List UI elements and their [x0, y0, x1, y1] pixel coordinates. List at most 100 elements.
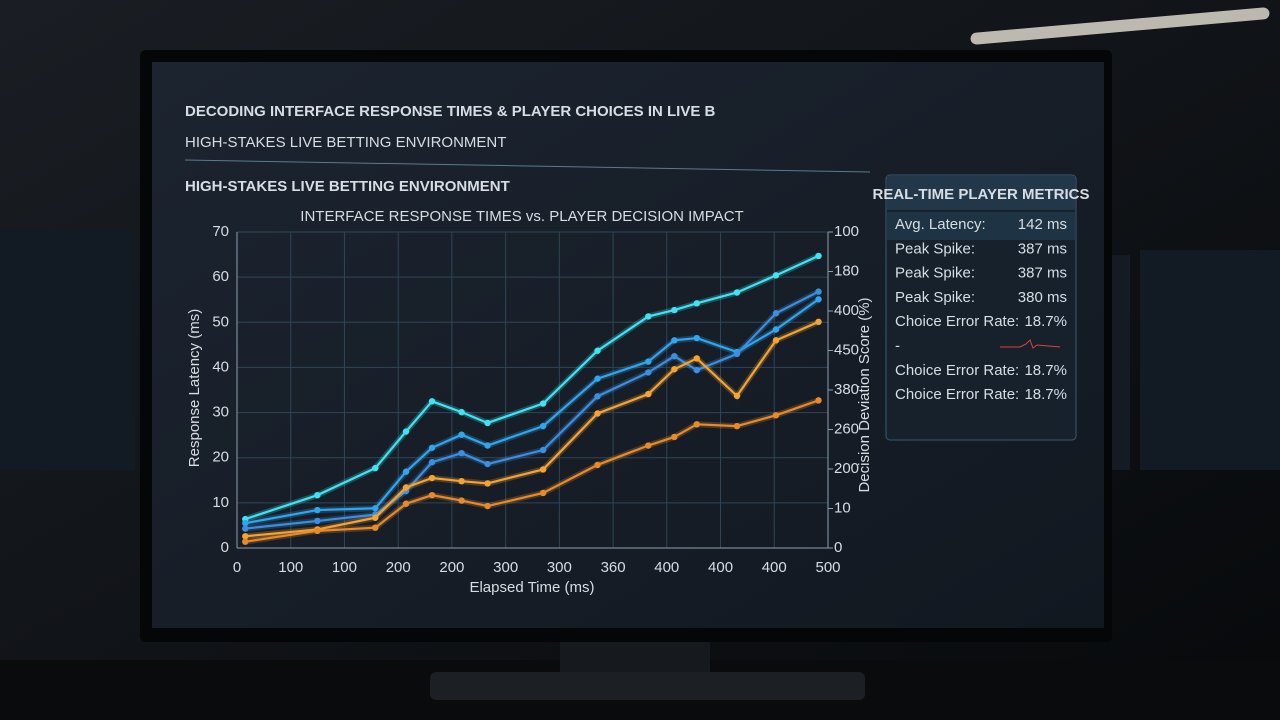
side-monitor	[1110, 255, 1130, 470]
data-point	[539, 422, 547, 430]
data-point	[242, 533, 249, 540]
data-point	[372, 505, 379, 512]
chart-title: INTERFACE RESPONSE TIMES vs. PLAYER DECI…	[300, 208, 743, 225]
data-point	[484, 460, 491, 468]
data-point	[671, 366, 678, 373]
x-tick-label: 300	[493, 559, 518, 576]
data-point	[772, 326, 780, 333]
data-point	[671, 306, 678, 314]
y-tick-label: 10	[212, 494, 229, 511]
x-axis-label: Elapsed Time (ms)	[469, 579, 594, 596]
data-point	[693, 300, 700, 307]
x-tick-label: 400	[708, 559, 733, 576]
y2-axis-label: Decision Deviation Score (%)	[856, 297, 873, 492]
data-point	[671, 337, 678, 344]
x-tick-label: 100	[278, 559, 303, 576]
y-tick-label: 60	[212, 268, 229, 285]
x-tick-label: 300	[547, 559, 572, 576]
metric-label: Choice Error Rate:	[895, 313, 1019, 330]
data-point	[458, 477, 465, 485]
metrics-panel	[885, 174, 1077, 441]
data-point	[484, 419, 491, 427]
x-tick-label: 100	[332, 559, 357, 576]
data-point	[693, 421, 700, 428]
data-point	[772, 412, 780, 419]
data-point	[372, 524, 379, 531]
y-axis-label: Response Latency (ms)	[186, 309, 203, 467]
x-tick-label: 500	[815, 559, 840, 576]
data-point	[693, 334, 700, 342]
data-point	[484, 442, 491, 449]
data-point	[428, 491, 436, 499]
divider	[184, 159, 871, 173]
data-point	[772, 272, 780, 279]
data-point	[539, 489, 547, 497]
metric-value: 387 ms	[1018, 265, 1067, 282]
data-point	[815, 252, 822, 260]
data-point	[645, 390, 652, 398]
monitor-base	[430, 672, 865, 700]
y-tick-label: 50	[212, 313, 229, 330]
data-point	[402, 468, 410, 475]
data-point	[402, 428, 410, 435]
metrics-header	[887, 176, 1075, 210]
x-tick-label: 360	[601, 559, 626, 576]
data-point	[594, 347, 601, 354]
metric-label: Peak Spike:	[895, 265, 975, 282]
x-tick-label: 200	[386, 559, 411, 576]
metric-value: 18.7%	[1024, 386, 1067, 403]
page-title: DECODING INTERFACE RESPONSE TIMES & PLAY…	[185, 103, 716, 120]
x-tick-label: 400	[762, 559, 787, 576]
x-tick-label: 0	[233, 559, 241, 576]
data-point	[733, 289, 741, 296]
page-subtitle: HIGH-STAKES LIVE BETTING ENVIRONMENT	[185, 134, 506, 151]
metric-label: Peak Spike:	[895, 289, 975, 306]
y2-tick-label: 180	[834, 262, 859, 279]
data-point	[458, 408, 465, 416]
data-point	[402, 484, 410, 491]
y2-tick-label: 380	[834, 381, 859, 398]
data-point	[402, 500, 410, 507]
data-point	[314, 517, 321, 525]
data-point	[594, 410, 601, 417]
y2-tick-label: 10	[834, 499, 851, 516]
data-point	[815, 397, 822, 404]
y-tick-label: 70	[212, 223, 229, 240]
data-point	[428, 474, 436, 482]
x-tick-label: 400	[654, 559, 679, 576]
data-point	[372, 464, 379, 472]
metric-value: 18.7%	[1024, 362, 1067, 379]
y2-tick-label: 400	[834, 302, 859, 319]
data-point	[693, 355, 700, 362]
data-point	[314, 491, 321, 499]
data-point	[594, 393, 601, 400]
y2-tick-label: 100	[834, 223, 859, 240]
metric-label: Avg. Latency:	[895, 216, 986, 233]
side-monitor	[0, 230, 135, 470]
data-point	[594, 375, 601, 382]
data-point	[372, 514, 379, 521]
data-point	[484, 502, 491, 510]
y-tick-label: 40	[212, 358, 229, 375]
y2-tick-label: 260	[834, 420, 859, 437]
metric-value: 142 ms	[1018, 216, 1067, 233]
data-point	[671, 352, 678, 360]
data-point	[242, 519, 249, 527]
data-point	[458, 497, 465, 504]
metric-label: Choice Error Rate:	[895, 386, 1019, 403]
y2-tick-label: 200	[834, 460, 859, 477]
data-point	[645, 369, 652, 376]
data-point	[458, 431, 465, 438]
data-point	[314, 506, 321, 514]
metric-value: 387 ms	[1018, 240, 1067, 257]
data-point	[693, 366, 700, 374]
ceiling-light	[970, 7, 1270, 45]
y2-tick-label: 450	[834, 341, 859, 358]
metric-label: -	[895, 337, 900, 354]
data-point	[815, 318, 822, 326]
data-point	[645, 358, 652, 365]
x-tick-label: 200	[439, 559, 464, 576]
data-point	[772, 337, 780, 344]
data-point	[671, 433, 678, 441]
